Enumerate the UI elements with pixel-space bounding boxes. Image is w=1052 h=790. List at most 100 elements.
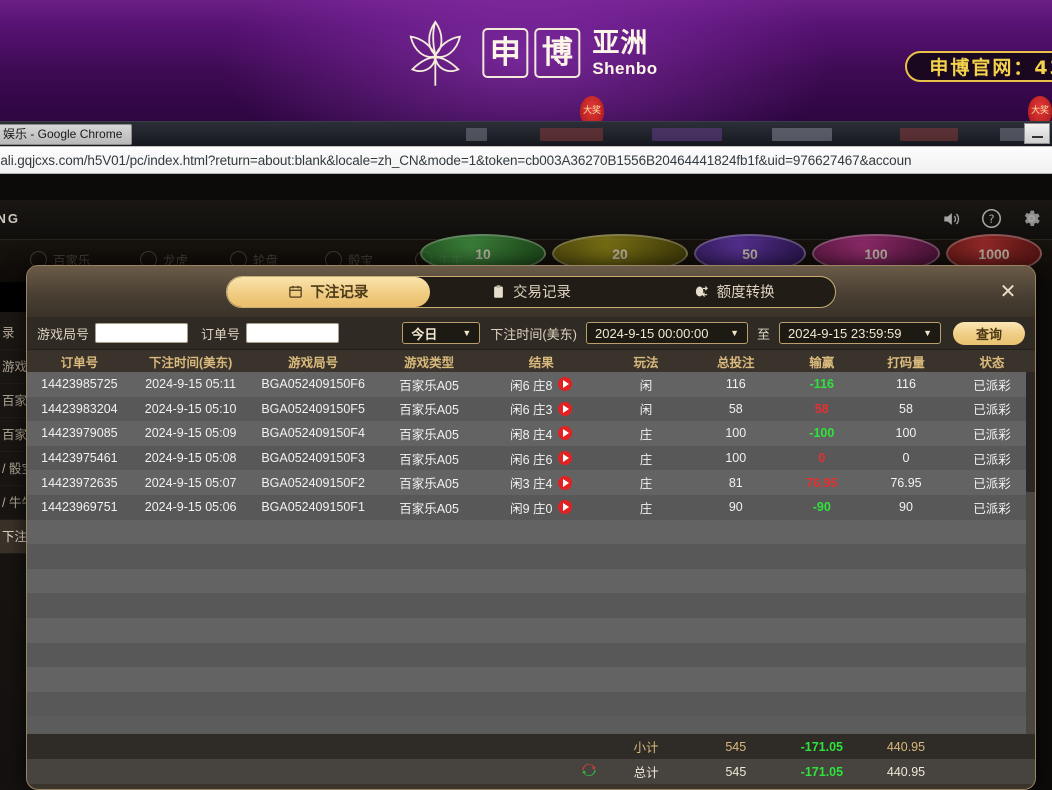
tab-credit-transfer[interactable]: 额度转换 <box>632 277 835 307</box>
result-text: 闲3 庄4 <box>510 477 553 492</box>
modal-header: 下注记录 交易记录 额度转换 ✕ <box>27 266 1035 317</box>
table-row-empty <box>27 642 1035 668</box>
date-range-value: 今日 <box>411 326 438 342</box>
table-scrollbar-thumb[interactable] <box>1026 372 1035 492</box>
lottery-badge-right[interactable]: 大奖 <box>1028 96 1052 121</box>
table-scrollbar[interactable] <box>1026 372 1035 734</box>
clipboard-icon <box>494 285 503 298</box>
date-to-select[interactable]: 2024-9-15 23:59:59 ▼ <box>779 322 941 344</box>
browser-address-bar[interactable]: -ali.gqjcxs.com/h5V01/pc/index.html?retu… <box>0 146 1052 174</box>
cell-turnover: 58 <box>899 401 913 416</box>
cell-turnover: 100 <box>895 426 917 441</box>
bet-time-label: 下注时间(美东) <box>490 326 577 342</box>
cell-play: 庄 <box>639 501 653 516</box>
cell-win-loss: -116 <box>809 377 834 392</box>
cell-total-bet: 90 <box>728 500 743 515</box>
cell-round-no: BGA052409150F6 <box>261 377 365 392</box>
game-nav-label: 百家乐 <box>53 254 91 268</box>
cell-order-no: 14423975461 <box>41 451 118 466</box>
lottery-badge-left[interactable]: 大奖 <box>580 96 604 121</box>
round-no-label: 游戏局号 <box>37 326 90 342</box>
logo-char-bo: 博 <box>534 28 581 78</box>
date-from-value: 2024-9-15 00:00:00 <box>594 325 709 341</box>
refresh-icon[interactable] <box>581 762 597 778</box>
svg-text:?: ? <box>988 212 994 226</box>
grandtotal-win-loss: -171.05 <box>800 764 844 779</box>
logo-asia-en: Shenbo <box>592 58 658 78</box>
table-row-empty <box>27 593 1035 618</box>
cell-win-loss: 0 <box>818 451 826 466</box>
refresh-cell[interactable] <box>481 762 601 781</box>
date-to-value: 2024-9-15 23:59:59 <box>788 325 902 341</box>
order-no-label: 订单号 <box>201 326 241 342</box>
play-replay-icon[interactable] <box>558 401 573 416</box>
speaker-icon[interactable] <box>940 209 962 229</box>
table-row[interactable]: 14423979085 2024-9-15 05:09 BGA052409150F4… <box>27 421 1035 446</box>
play-replay-icon[interactable] <box>558 475 573 490</box>
round-no-input[interactable] <box>95 323 189 343</box>
help-icon[interactable]: ? <box>981 208 1002 229</box>
close-icon[interactable]: ✕ <box>999 279 1017 303</box>
chevron-down-icon: ▼ <box>923 328 932 338</box>
taskbar-ghost-item[interactable] <box>772 128 832 141</box>
play-replay-icon[interactable] <box>558 500 573 515</box>
cell-play: 庄 <box>639 452 653 467</box>
cell-total-bet: 116 <box>725 377 746 392</box>
cell-turnover: 90 <box>899 500 913 515</box>
date-from-select[interactable]: 2024-9-15 00:00:00 ▼ <box>585 322 748 344</box>
cell-turnover: 0 <box>902 451 910 466</box>
grandtotal-turnover: 440.95 <box>886 764 926 779</box>
minimize-button[interactable] <box>1024 123 1050 144</box>
col-header-turnover: 打码量 <box>887 355 925 370</box>
table-header-row: 订单号 下注时间(美东) 游戏局号 游戏类型 结果 玩法 总投注 输赢 打码量 … <box>27 350 1035 372</box>
table-row[interactable]: 14423975461 2024-9-15 05:08 BGA052409150F3… <box>27 445 1035 471</box>
cell-round-no: BGA052409150F5 <box>261 401 365 416</box>
cell-play: 闲 <box>639 403 653 418</box>
tab-bet-record-label: 下注记录 <box>310 285 369 301</box>
col-header-game-type: 游戏类型 <box>404 355 455 370</box>
table-row-empty <box>27 667 1035 692</box>
tab-bet-record[interactable]: 下注记录 <box>227 276 430 307</box>
taskbar-ghost-item[interactable] <box>652 128 722 141</box>
cell-result: 闲9 庄0 <box>481 498 601 517</box>
game-topbar: MING ? <box>0 200 1052 240</box>
site-banner: 申 博 亚洲 Shenbo 申博官网：432 大奖 大奖 <box>0 0 1052 121</box>
cell-play: 庄 <box>639 477 653 492</box>
cell-total-bet: 81 <box>728 475 743 490</box>
taskbar-ghost-item[interactable] <box>900 128 958 141</box>
col-header-bet-time: 下注时间(美东) <box>148 355 233 370</box>
grandtotal-total-bet: 545 <box>725 764 747 779</box>
cell-round-no: BGA052409150F2 <box>261 475 365 490</box>
table-row[interactable]: 14423983204 2024-9-15 05:10 BGA052409150F5… <box>27 396 1035 422</box>
result-text: 闲8 庄4 <box>510 427 553 442</box>
table-row-empty <box>27 617 1035 643</box>
cell-round-no: BGA052409150F3 <box>261 451 365 466</box>
order-no-input[interactable] <box>246 323 340 343</box>
table-row[interactable]: 14423969751 2024-9-15 05:06 BGA052409150F1… <box>27 494 1035 520</box>
cell-game-type: 百家乐A05 <box>399 427 459 442</box>
cell-order-no: 14423979085 <box>41 426 118 441</box>
col-header-round-no: 游戏局号 <box>288 355 339 370</box>
taskbar-ghost-item[interactable] <box>466 128 487 141</box>
taskbar-chrome-button[interactable]: 娱乐 - Google Chrome <box>0 124 133 145</box>
taskbar-ghost-item[interactable] <box>540 128 603 141</box>
official-site-pill[interactable]: 申博官网：432 <box>905 51 1052 82</box>
play-replay-icon[interactable] <box>558 377 573 392</box>
search-button[interactable]: 查询 <box>953 321 1025 345</box>
play-replay-icon[interactable] <box>558 451 573 466</box>
windows-taskbar: 娱乐 - Google Chrome <box>0 121 1052 146</box>
cell-total-bet: 58 <box>728 401 743 416</box>
game-top-icons: ? <box>940 208 1042 229</box>
cell-bet-time: 2024-9-15 05:10 <box>144 401 237 416</box>
table-row-empty <box>27 568 1035 594</box>
calendar-icon <box>289 285 303 298</box>
col-header-win-loss: 输赢 <box>809 355 835 370</box>
tab-transaction-record[interactable]: 交易记录 <box>430 277 633 307</box>
gear-icon[interactable] <box>1021 208 1042 229</box>
tab-transaction-record-label: 交易记录 <box>513 285 571 301</box>
flower-logo-icon <box>409 20 462 86</box>
table-row[interactable]: 14423972635 2024-9-15 05:07 BGA052409150F2… <box>27 470 1035 495</box>
date-range-select[interactable]: 今日 ▼ <box>402 322 481 344</box>
play-replay-icon[interactable] <box>558 426 573 441</box>
table-row[interactable]: 14423985725 2024-9-15 05:11 BGA052409150F6… <box>27 372 1035 397</box>
